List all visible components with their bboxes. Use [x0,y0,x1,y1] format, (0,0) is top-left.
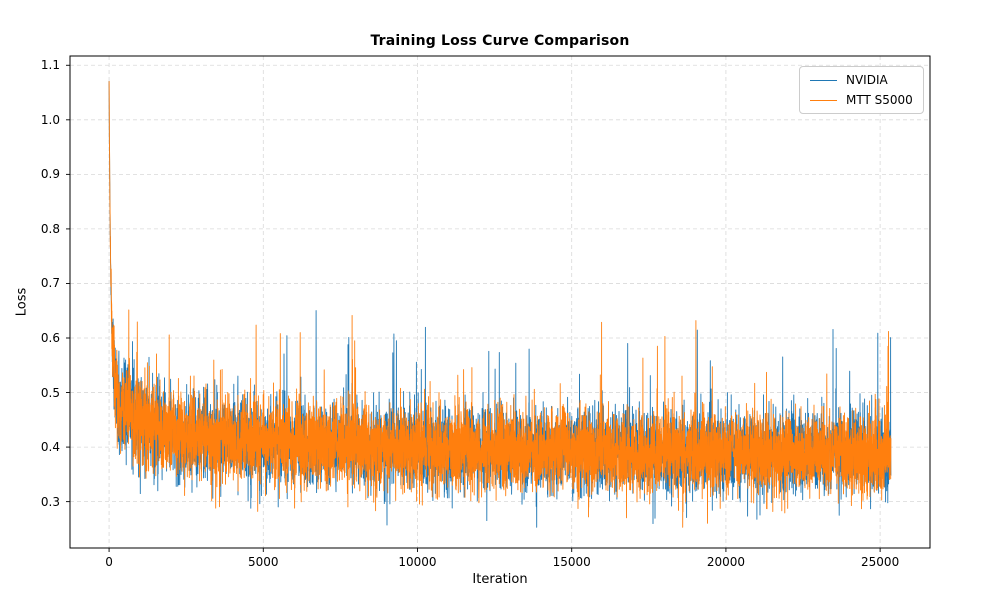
legend: NVIDIA MTT S5000 [799,66,924,114]
y-tick-label-0.3: 0.3 [40,494,60,509]
y-tick-label-0.8: 0.8 [40,221,60,236]
x-tick-label-0: 0 [105,555,113,569]
axes-border [69,55,931,549]
x-tick-label-5000: 5000 [248,555,279,569]
chart-title: Training Loss Curve Comparison [370,33,630,49]
x-tick-label-25000: 25000 [861,555,900,569]
y-axis-label: Loss [14,287,30,317]
legend-line-sample-icon [810,99,837,101]
x-tick-label-20000: 20000 [706,555,745,569]
y-tick-label-0.9: 0.9 [40,167,60,182]
legend-label: MTT S5000 [846,93,913,107]
legend-line-sample-icon [810,79,837,81]
x-axis-label: Iteration [472,572,528,587]
legend-entry-nvidia: NVIDIA [810,73,913,87]
x-tick-label-10000: 10000 [398,555,437,569]
y-tick-label-1.0: 1.0 [40,112,60,127]
x-tick-label-15000: 15000 [552,555,591,569]
y-tick-label-0.7: 0.7 [40,276,60,291]
y-tick-label-0.5: 0.5 [40,385,60,400]
series-line-mtt-s5000 [108,81,892,528]
y-tick-label-1.1: 1.1 [40,58,60,73]
y-tick-label-0.6: 0.6 [40,331,60,345]
y-tick-label-0.4: 0.4 [40,440,60,455]
legend-entry-mtt-s5000: MTT S5000 [810,93,913,107]
legend-label: NVIDIA [846,73,888,87]
